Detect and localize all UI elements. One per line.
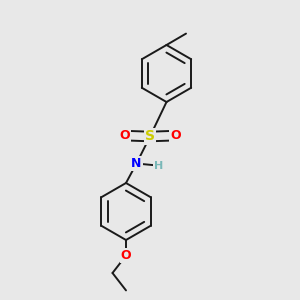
Text: S: S (145, 130, 155, 143)
Text: N: N (131, 157, 142, 170)
Text: O: O (170, 129, 181, 142)
Text: O: O (119, 129, 130, 142)
Text: O: O (121, 249, 131, 262)
Text: H: H (154, 160, 163, 171)
